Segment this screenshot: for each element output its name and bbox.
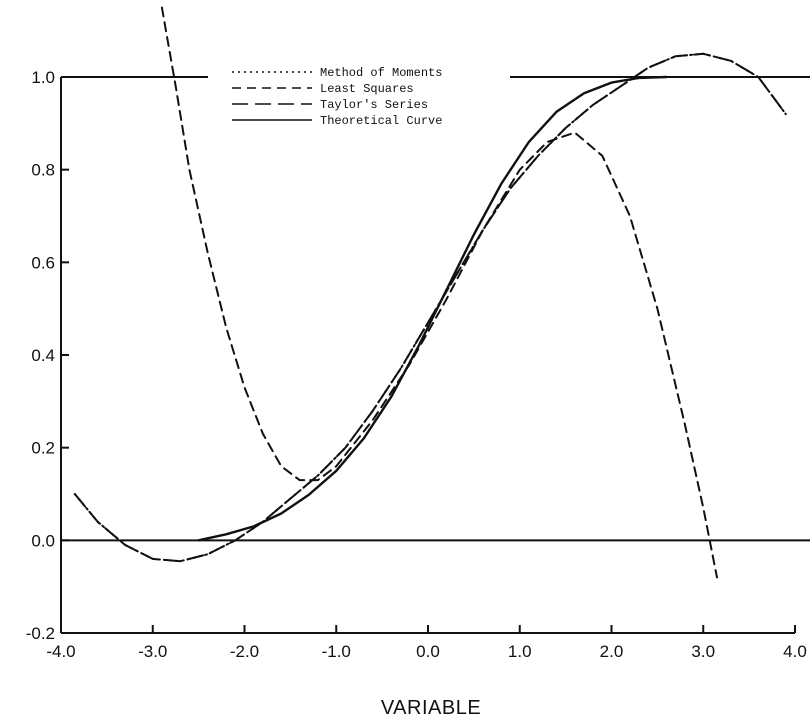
y-tick-label: 0.6 [31, 253, 55, 272]
legend-label: Method of Moments [320, 66, 442, 80]
y-tick-label: 1.0 [31, 68, 55, 87]
x-tick-label: -1.0 [322, 642, 351, 661]
series-line-least-squares [160, 6, 718, 579]
series-line-taylor-s-series [73, 52, 787, 563]
x-tick-label: 0.0 [416, 642, 440, 661]
y-tick-label: 0.4 [31, 346, 55, 365]
x-tick-label: -3.0 [138, 642, 167, 661]
legend-label: Taylor's Series [320, 98, 428, 112]
x-tick-label: -2.0 [230, 642, 259, 661]
x-ticks: -4.0 -3.0 -2.0 -1.0 0.0 1.0 2.0 3.0 4.0 [46, 625, 807, 661]
x-tick-label: 1.0 [508, 642, 532, 661]
y-ticks: -0.2 0.0 0.2 0.4 0.6 0.8 1.0 [26, 68, 69, 643]
legend-label: Theoretical Curve [320, 114, 442, 128]
x-tick-label: 4.0 [783, 642, 807, 661]
x-tick-label: -4.0 [46, 642, 75, 661]
series-layer [73, 6, 787, 579]
x-tick-label: 2.0 [600, 642, 624, 661]
y-tick-label: 0.0 [31, 531, 55, 550]
x-axis-label: VARIABLE [381, 697, 481, 719]
y-tick-label: 0.8 [31, 161, 55, 180]
x-tick-label: 3.0 [691, 642, 715, 661]
legend-label: Least Squares [320, 82, 414, 96]
y-tick-label: -0.2 [26, 624, 55, 643]
series-line-theoretical-curve [197, 75, 668, 542]
y-tick-label: 0.2 [31, 439, 55, 458]
legend: Method of Moments Least Squares Taylor's S… [232, 66, 442, 128]
